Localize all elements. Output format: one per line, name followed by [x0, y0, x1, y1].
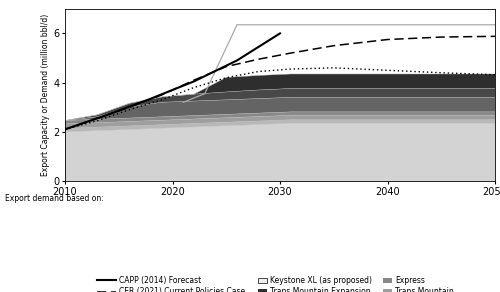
Text: Export demand based on:: Export demand based on: [5, 194, 104, 203]
Legend: Express, Trans Mountain, Rangeland/Milk River, Enbridge Mainline: Express, Trans Mountain, Rangeland/Milk … [382, 276, 476, 292]
Y-axis label: Export Capacity or Demand (million bbl/d): Export Capacity or Demand (million bbl/d… [42, 14, 50, 176]
